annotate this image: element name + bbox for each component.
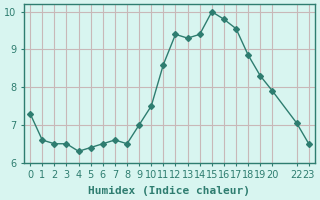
X-axis label: Humidex (Indice chaleur): Humidex (Indice chaleur) <box>88 186 251 196</box>
